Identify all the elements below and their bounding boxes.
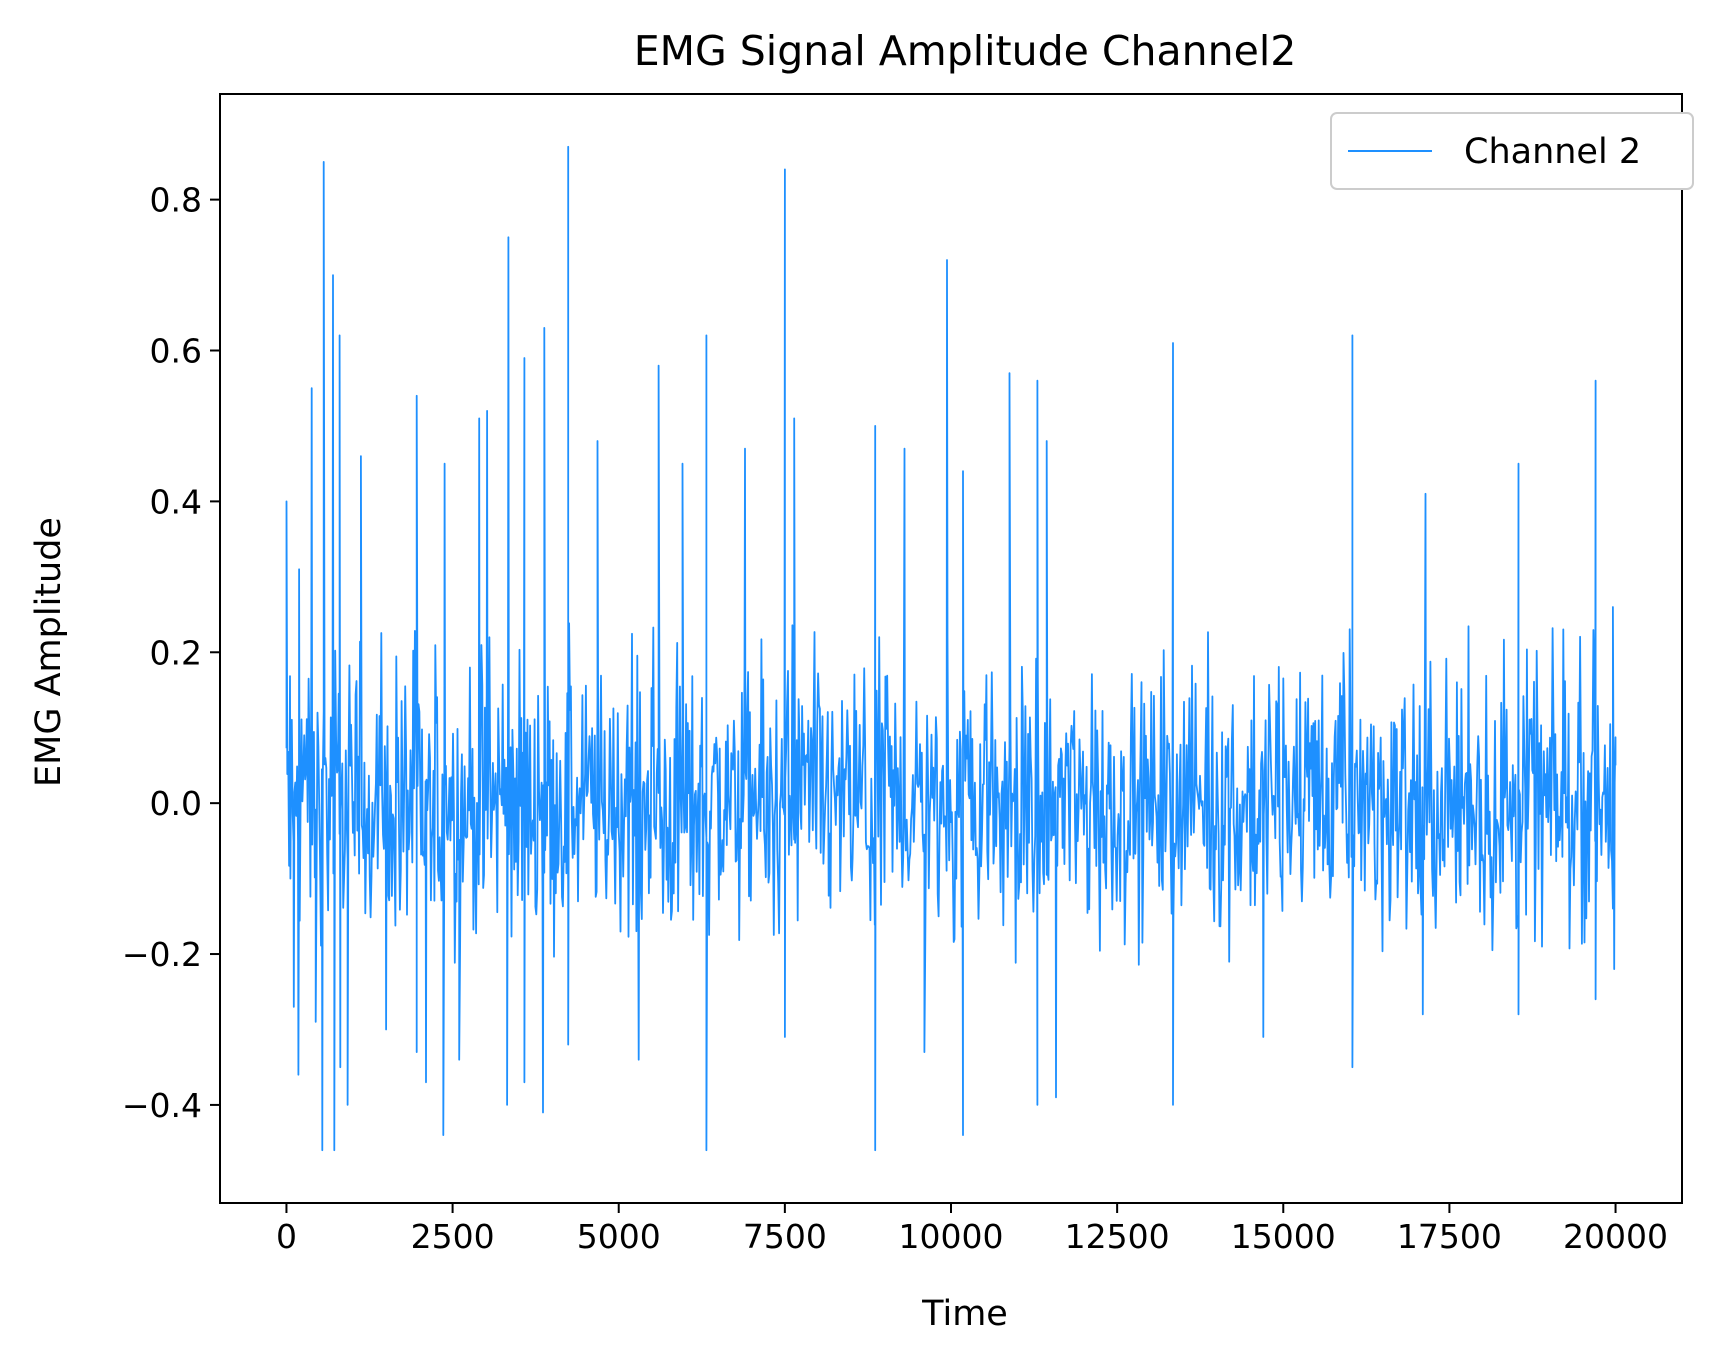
y-tick-label: −0.2 (122, 935, 202, 974)
x-tick-label: 17500 (1397, 1217, 1502, 1256)
x-tick-label: 20000 (1563, 1217, 1668, 1256)
chart-title: EMG Signal Amplitude Channel2 (634, 27, 1297, 75)
y-tick-label: 0.2 (150, 633, 202, 672)
x-axis-title: Time (921, 1294, 1008, 1334)
legend-box (1330, 112, 1694, 190)
y-tick-label: 0.6 (150, 332, 202, 371)
series-layer (285, 145, 1617, 1152)
y-tick-label: 0.0 (150, 784, 202, 823)
x-tick-label: 15000 (1231, 1217, 1336, 1256)
x-tick-label: 7500 (743, 1217, 827, 1256)
y-tick-label: 0.8 (150, 181, 202, 220)
legend-label: Channel 2 (1464, 132, 1641, 172)
x-tick-label: 0 (276, 1217, 297, 1256)
x-tick-label: 2500 (411, 1217, 495, 1256)
series-line-channel-2 (285, 145, 1617, 1152)
y-axis: −0.4 −0.2 0.0 0.2 0.4 0.6 0.8 (122, 181, 220, 1125)
x-tick-label: 10000 (899, 1217, 1004, 1256)
x-tick-label: 5000 (577, 1217, 661, 1256)
x-axis: 0 2500 5000 7500 10000 12500 15000 17500 20000 (276, 1203, 1668, 1256)
plot-area (220, 94, 1682, 1203)
y-tick-label: 0.4 (150, 482, 202, 521)
y-tick-label: −0.4 (122, 1086, 202, 1125)
legend: Channel 2 (1330, 112, 1694, 190)
x-tick-label: 12500 (1065, 1217, 1170, 1256)
y-axis-title: EMG Amplitude (29, 517, 69, 787)
